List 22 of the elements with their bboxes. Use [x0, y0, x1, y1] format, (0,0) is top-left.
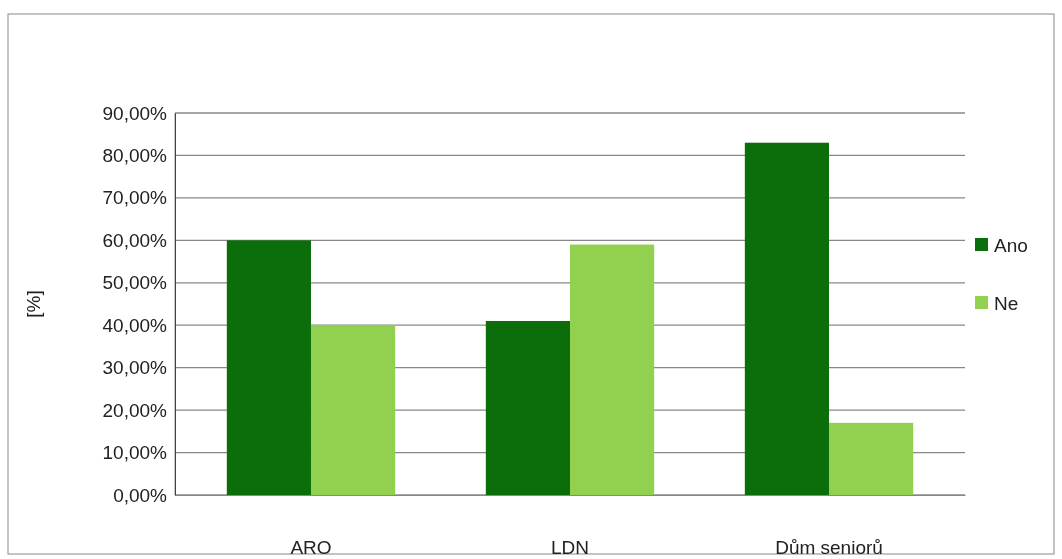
- y-axis-title: [%]: [23, 290, 44, 318]
- y-tick-label: 80,00%: [102, 145, 168, 167]
- legend-label: Ano: [994, 235, 1028, 256]
- y-tick-label: 90,00%: [102, 102, 168, 124]
- x-tick-label: Dům seniorů: [775, 537, 883, 559]
- bar: [310, 325, 396, 495]
- bar: [744, 142, 830, 495]
- y-tick-label: 60,00%: [102, 229, 168, 251]
- x-tick-label: LDN: [550, 537, 590, 559]
- y-tick-label: 0,00%: [113, 484, 168, 506]
- y-tick-label: 50,00%: [102, 272, 168, 294]
- bar: [226, 240, 311, 495]
- y-tick-label: 20,00%: [102, 399, 168, 421]
- legend-label: Ne: [994, 293, 1019, 314]
- y-tick-label: 70,00%: [102, 187, 168, 209]
- y-tick-label: 40,00%: [102, 314, 168, 336]
- bar: [485, 320, 570, 495]
- y-tick-label: 30,00%: [102, 357, 168, 379]
- y-tick-label: 10,00%: [102, 442, 168, 464]
- bar: [570, 244, 655, 495]
- bar: [829, 422, 914, 495]
- x-tick-label: ARO: [290, 537, 332, 559]
